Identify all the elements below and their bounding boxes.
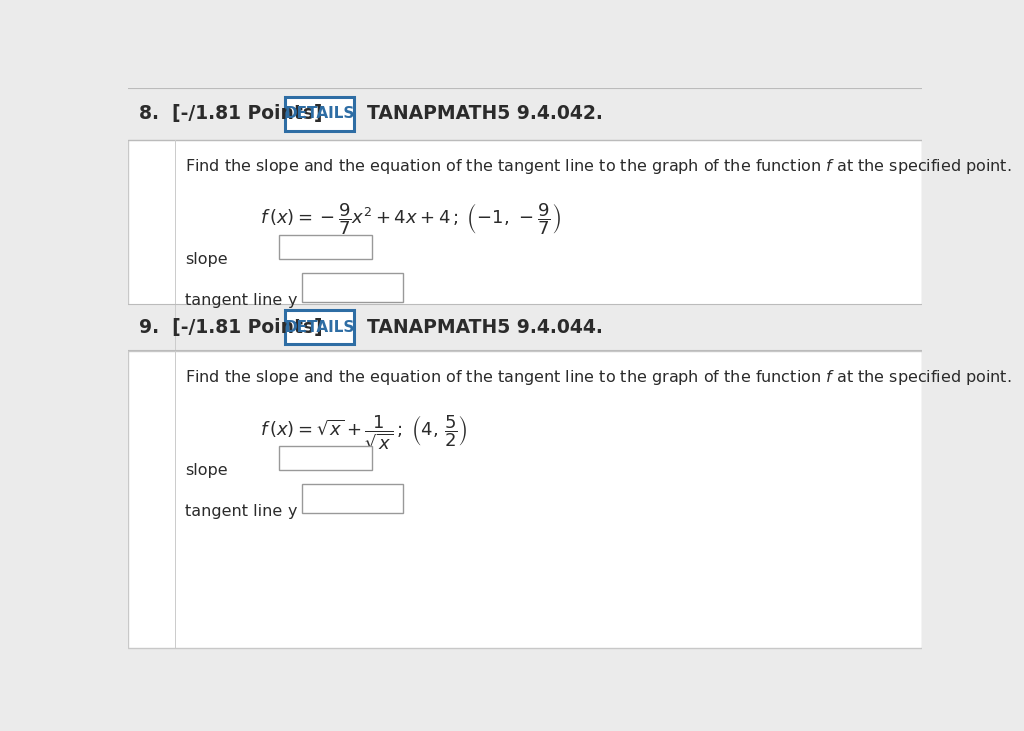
- FancyBboxPatch shape: [128, 88, 922, 140]
- FancyBboxPatch shape: [302, 483, 403, 512]
- Text: TANAPMATH5 9.4.044.: TANAPMATH5 9.4.044.: [368, 318, 603, 337]
- FancyBboxPatch shape: [128, 351, 922, 648]
- Text: y =: y =: [289, 504, 316, 518]
- FancyBboxPatch shape: [174, 351, 176, 648]
- FancyBboxPatch shape: [128, 140, 922, 377]
- Text: DETAILS: DETAILS: [285, 107, 354, 121]
- Text: $f\,(x) = \sqrt{x} + \dfrac{1}{\sqrt{x}}\,;\;\left(4,\,\dfrac{5}{2}\right)$: $f\,(x) = \sqrt{x} + \dfrac{1}{\sqrt{x}}…: [260, 413, 468, 450]
- FancyBboxPatch shape: [286, 310, 353, 344]
- Text: Find the slope and the equation of the tangent line to the graph of the function: Find the slope and the equation of the t…: [185, 368, 1012, 387]
- FancyBboxPatch shape: [302, 273, 403, 302]
- FancyBboxPatch shape: [128, 304, 922, 350]
- FancyBboxPatch shape: [286, 97, 353, 131]
- Text: slope: slope: [185, 251, 228, 267]
- FancyBboxPatch shape: [280, 235, 372, 260]
- Text: DETAILS: DETAILS: [285, 319, 354, 335]
- Text: 9.  [-/1.81 Points]: 9. [-/1.81 Points]: [139, 318, 323, 337]
- Text: slope: slope: [185, 463, 228, 478]
- Text: 8.  [-/1.81 Points]: 8. [-/1.81 Points]: [139, 105, 323, 124]
- Text: TANAPMATH5 9.4.042.: TANAPMATH5 9.4.042.: [368, 105, 603, 124]
- Text: tangent line: tangent line: [185, 292, 283, 308]
- Text: tangent line: tangent line: [185, 504, 283, 518]
- FancyBboxPatch shape: [128, 377, 922, 381]
- FancyBboxPatch shape: [174, 140, 176, 377]
- Text: $f\,(x) = -\dfrac{9}{7}x^2 + 4x + 4\,;\;\left(-1,\,-\dfrac{9}{7}\right)$: $f\,(x) = -\dfrac{9}{7}x^2 + 4x + 4\,;\;…: [260, 202, 561, 238]
- Text: Find the slope and the equation of the tangent line to the graph of the function: Find the slope and the equation of the t…: [185, 157, 1012, 176]
- FancyBboxPatch shape: [280, 446, 372, 471]
- Text: y =: y =: [289, 292, 316, 308]
